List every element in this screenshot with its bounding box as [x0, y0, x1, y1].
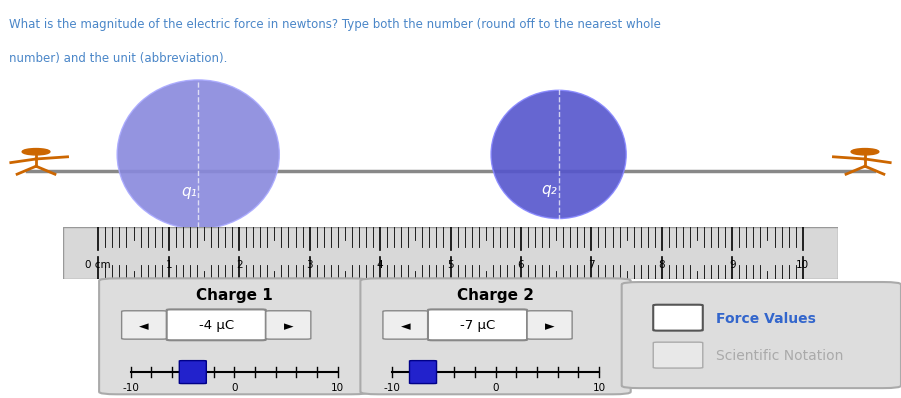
- FancyBboxPatch shape: [653, 342, 703, 368]
- Text: 5: 5: [447, 261, 454, 271]
- Circle shape: [851, 148, 878, 155]
- Text: -4 μC: -4 μC: [199, 319, 233, 332]
- FancyBboxPatch shape: [179, 361, 206, 384]
- Text: 6: 6: [518, 261, 524, 271]
- Text: 10: 10: [796, 261, 809, 271]
- Text: 3: 3: [306, 261, 313, 271]
- FancyBboxPatch shape: [266, 311, 311, 339]
- FancyBboxPatch shape: [653, 305, 703, 331]
- Text: 8: 8: [659, 261, 665, 271]
- Ellipse shape: [491, 90, 626, 219]
- Text: 9: 9: [729, 261, 735, 271]
- Text: -7 μC: -7 μC: [460, 319, 496, 332]
- Text: 4: 4: [377, 261, 383, 271]
- Ellipse shape: [117, 80, 279, 229]
- Text: Scientific Notation: Scientific Notation: [716, 349, 843, 363]
- Text: -10: -10: [384, 383, 400, 393]
- Text: 10: 10: [332, 383, 344, 393]
- FancyBboxPatch shape: [167, 309, 266, 340]
- Text: Charge 1: Charge 1: [196, 288, 273, 303]
- Text: What is the magnitude of the electric force in newtons? Type both the number (ro: What is the magnitude of the electric fo…: [9, 18, 661, 31]
- FancyBboxPatch shape: [383, 311, 428, 339]
- Text: ►: ►: [545, 320, 554, 333]
- Text: Force Values: Force Values: [716, 312, 816, 326]
- FancyBboxPatch shape: [63, 227, 838, 279]
- Text: 2: 2: [236, 261, 242, 271]
- Text: Charge 2: Charge 2: [457, 288, 534, 303]
- Text: 7: 7: [588, 261, 595, 271]
- FancyBboxPatch shape: [99, 278, 369, 394]
- Text: q₂: q₂: [542, 182, 558, 197]
- Text: 10: 10: [593, 383, 605, 393]
- Text: ◄: ◄: [140, 320, 149, 333]
- FancyBboxPatch shape: [122, 311, 167, 339]
- Text: 0 cm: 0 cm: [86, 261, 111, 271]
- FancyBboxPatch shape: [409, 361, 436, 384]
- FancyBboxPatch shape: [360, 278, 631, 394]
- Circle shape: [23, 148, 50, 155]
- FancyBboxPatch shape: [622, 282, 901, 388]
- Text: -10: -10: [123, 383, 139, 393]
- Text: number) and the unit (abbreviation).: number) and the unit (abbreviation).: [9, 52, 227, 64]
- Text: 0: 0: [231, 383, 238, 393]
- Text: 0: 0: [492, 383, 499, 393]
- Text: 1: 1: [166, 261, 172, 271]
- FancyBboxPatch shape: [428, 309, 527, 340]
- Text: ►: ►: [284, 320, 293, 333]
- FancyBboxPatch shape: [527, 311, 572, 339]
- Text: q₁: q₁: [181, 184, 197, 199]
- Text: ◄: ◄: [401, 320, 410, 333]
